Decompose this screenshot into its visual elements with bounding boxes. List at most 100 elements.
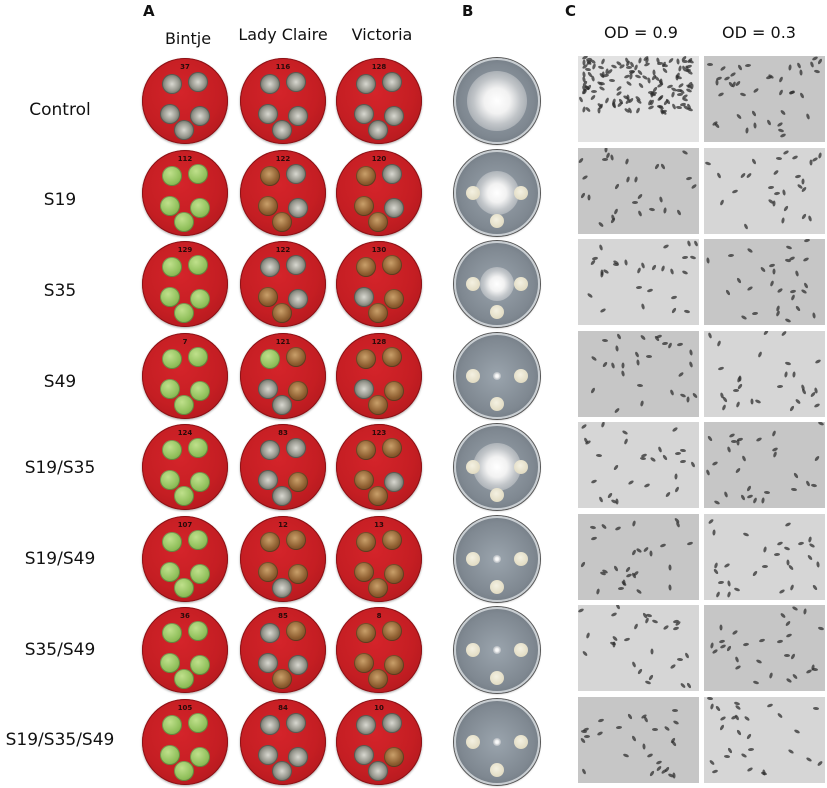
tuber-slice-dish-s19-bintje: 112 <box>142 149 228 236</box>
spore-cell <box>719 716 727 722</box>
tuber-disc <box>190 563 210 584</box>
bacterial-colony <box>490 305 504 319</box>
spore-cell <box>625 572 633 578</box>
spore-cell <box>717 366 725 371</box>
spore-cell <box>615 605 622 611</box>
spore-cell <box>744 127 749 135</box>
micrograph-s19-s35-s49-od-high <box>578 696 699 783</box>
tuber-disc <box>356 257 376 277</box>
spore-cell <box>655 56 661 64</box>
spore-cell <box>659 163 666 171</box>
spore-cell <box>579 737 586 744</box>
spore-cell <box>613 207 619 215</box>
tuber-disc <box>356 714 376 735</box>
spore-cell <box>678 371 685 379</box>
spore-cell <box>807 214 813 222</box>
spore-cell <box>745 484 752 492</box>
spore-cell <box>646 76 651 84</box>
treatment-label-s19-s35-s49: S19/S35/S49 <box>5 730 115 750</box>
fungal-mycelium <box>480 267 514 301</box>
spore-cell <box>590 387 596 394</box>
tuber-disc <box>190 289 210 309</box>
spore-cell <box>752 87 760 94</box>
spore-cell <box>679 448 687 453</box>
micrograph-s19-s35-od-high <box>578 422 699 508</box>
spore-cell <box>688 59 695 65</box>
cultivar-header-bintje: Bintje <box>164 29 212 48</box>
tuber-disc <box>162 623 182 643</box>
spore-cell <box>598 718 605 724</box>
spore-cell <box>587 194 591 201</box>
spore-cell <box>614 526 622 532</box>
spore-cell <box>636 588 643 595</box>
spore-cell <box>643 483 650 489</box>
spore-cell <box>816 759 824 767</box>
micrograph-control-od-high <box>578 56 699 142</box>
spore-cell <box>805 479 811 487</box>
spore-cell <box>631 548 637 556</box>
spore-cell <box>791 605 799 612</box>
spore-cell <box>809 159 813 166</box>
spore-cell <box>800 177 805 185</box>
tuber-disc <box>382 438 402 458</box>
spore-cell <box>658 94 665 102</box>
spore-cell <box>659 108 664 115</box>
tuber-disc <box>260 531 280 552</box>
spore-cell <box>810 483 817 488</box>
spore-cell <box>740 455 747 462</box>
dish-id-label: 36 <box>180 612 190 620</box>
tuber-disc <box>286 438 306 458</box>
spore-cell <box>721 404 727 412</box>
spore-cell <box>798 91 805 99</box>
spore-cell <box>659 543 666 548</box>
spore-cell <box>777 121 784 128</box>
spore-cell <box>623 437 629 445</box>
tuber-disc <box>272 669 292 689</box>
spore-cell <box>651 618 658 624</box>
tuber-slice-dish-s35-s49-lady-claire: 85 <box>240 607 326 693</box>
tuber-disc <box>190 746 210 767</box>
spore-cell <box>794 174 801 179</box>
spore-cell <box>693 240 699 248</box>
spore-cell <box>740 91 747 97</box>
tuber-disc <box>384 380 404 401</box>
spore-cell <box>747 285 754 292</box>
spore-cell <box>600 522 608 530</box>
spore-cell <box>780 612 787 620</box>
bacterial-colony <box>490 396 504 411</box>
panel-a-label: A <box>143 2 155 20</box>
fungal-mycelium <box>475 170 519 215</box>
spore-cell <box>662 207 667 214</box>
spore-cell <box>759 637 766 643</box>
spore-cell <box>590 75 596 82</box>
spore-cell <box>743 715 751 722</box>
tuber-disc <box>368 760 388 781</box>
tuber-disc <box>258 561 278 582</box>
tuber-disc <box>260 165 280 186</box>
tuber-disc <box>258 195 278 216</box>
tuber-disc <box>162 165 182 186</box>
spore-cell <box>638 82 645 89</box>
tuber-disc <box>174 211 194 232</box>
spore-cell <box>636 667 643 675</box>
tuber-disc <box>260 623 280 643</box>
spore-cell <box>587 292 594 299</box>
spore-cell <box>632 622 639 630</box>
tuber-disc <box>354 744 374 765</box>
tuber-disc <box>356 623 376 643</box>
dish-id-label: 116 <box>275 63 291 71</box>
tuber-disc <box>162 531 182 552</box>
tuber-disc <box>288 197 308 218</box>
tuber-disc <box>188 621 208 641</box>
tuber-disc <box>188 72 208 92</box>
spore-cell <box>688 361 694 369</box>
spore-cell <box>712 529 717 536</box>
spore-cell <box>681 149 689 155</box>
tuber-disc <box>286 621 306 641</box>
bacterial-colony <box>490 671 504 685</box>
dish-id-label: 130 <box>371 246 387 254</box>
spore-cell <box>690 183 698 190</box>
spore-cell <box>776 541 783 547</box>
spore-cell <box>789 288 797 294</box>
spore-cell <box>774 191 781 196</box>
